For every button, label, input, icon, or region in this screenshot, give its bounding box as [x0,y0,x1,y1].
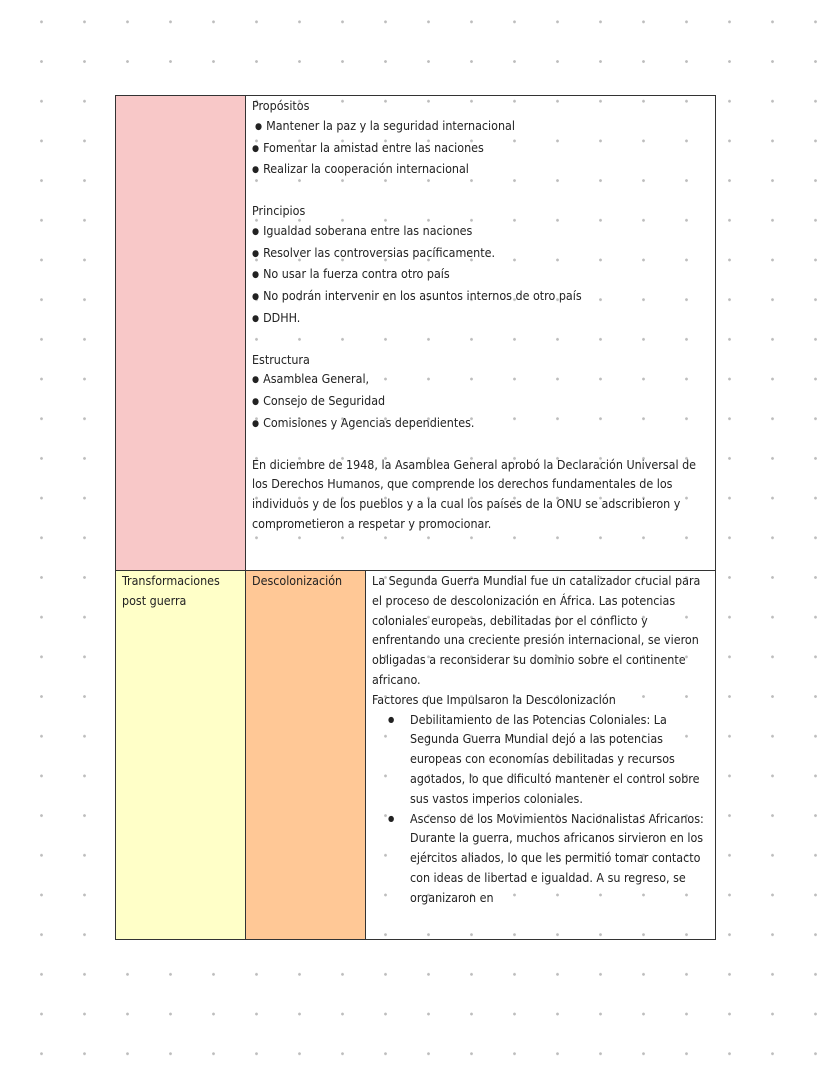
factores-title: Factores que Impulsaron la Descolonizaci… [372,691,616,707]
intro-paragraph: La Segunda Guerra Mundial fue un cataliz… [372,573,701,687]
description-cell: La Segunda Guerra Mundial fue un cataliz… [365,570,716,940]
list-item: Debilitamiento de las Potencias Colonial… [388,710,709,809]
list-item: DDHH. [252,308,709,330]
propositos-title: Propósitos [252,98,310,113]
list-item: Consejo de Seguridad [252,391,709,413]
factores-list: Debilitamiento de las Potencias Colonial… [372,710,709,908]
propositos-list: Mantener la paz y la seguridad internaci… [252,116,709,181]
list-item: No usar la fuerza contra otro país [252,264,709,286]
list-item: Resolver las controversias pacíficamente… [252,243,709,265]
onu-content-cell: Propósitos Mantener la paz y la segurida… [245,95,716,571]
principios-list: Igualdad soberana entre las naciones Res… [252,221,709,330]
table-row: Propósitos Mantener la paz y la segurida… [115,95,716,571]
list-item: Fomentar la amistad entre las naciones [252,138,709,160]
table-row: Transformaciones post guerra Descoloniza… [115,570,716,940]
list-item: No podrán intervenir en los asuntos inte… [252,286,709,308]
list-item: Ascenso de los Movimientos Nacionalistas… [388,809,709,908]
notes-table: Propósitos Mantener la paz y la segurida… [115,95,716,940]
list-item: Igualdad soberana entre las naciones [252,221,709,243]
list-item: Comisiones y Agencias dependientes. [252,413,709,435]
estructura-list: Asamblea General, Consejo de Seguridad C… [252,369,709,434]
topic-cell: Transformaciones post guerra [115,570,246,940]
subtopic-cell: Descolonización [245,570,366,940]
empty-topic-cell [115,95,246,571]
list-item: Mantener la paz y la seguridad internaci… [252,116,709,138]
list-item: Asamblea General, [252,369,709,391]
list-item: Realizar la cooperación internacional [252,159,709,181]
ddhh-paragraph: En diciembre de 1948, la Asamblea Genera… [252,456,697,531]
estructura-title: Estructura [252,351,310,367]
principios-title: Principios [252,202,306,218]
